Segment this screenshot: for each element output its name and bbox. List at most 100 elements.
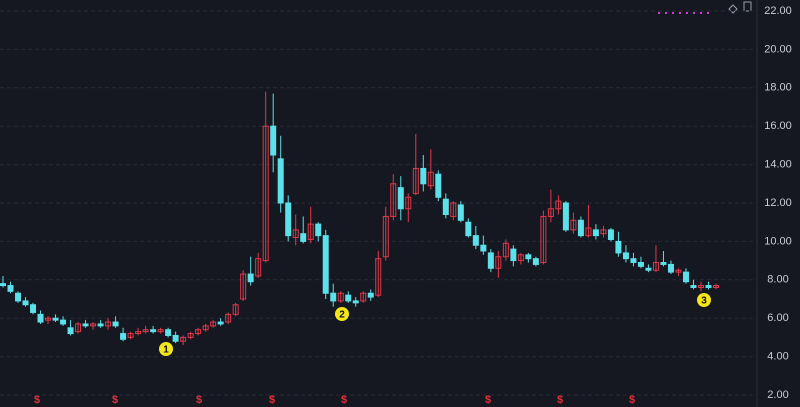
- candle-body: [322, 235, 329, 294]
- annotation-bubble[interactable]: [159, 342, 173, 356]
- y-tick-label: 18.00: [764, 82, 792, 94]
- y-tick-label: 10.00: [764, 235, 792, 247]
- candle-body: [37, 313, 44, 323]
- candle-body: [52, 317, 59, 321]
- candle-body: [217, 321, 224, 325]
- candle-body: [300, 233, 307, 242]
- candle-body: [187, 333, 194, 338]
- candle-body: [645, 267, 652, 271]
- y-tick-label: 20.00: [764, 43, 792, 55]
- event-marker: $: [196, 394, 202, 406]
- annotation-bubble[interactable]: [335, 307, 349, 321]
- annotations: 1 2 3: [159, 293, 711, 356]
- candle-body: [165, 329, 172, 336]
- candle-body: [7, 285, 14, 292]
- event-marker: $: [112, 394, 118, 406]
- candle-body: [75, 323, 82, 333]
- candle-body: [450, 202, 457, 217]
- candle-body: [315, 223, 322, 237]
- candle-body: [465, 221, 472, 237]
- annotation-label: 1: [163, 345, 169, 356]
- candle-body: [232, 304, 239, 315]
- candle-body: [405, 196, 412, 210]
- candle-body: [157, 329, 164, 333]
- candle-body: [615, 240, 622, 254]
- y-tick-label: 4.00: [767, 351, 788, 363]
- candle-body: [547, 208, 554, 217]
- event-marker: $: [485, 394, 491, 406]
- candle-body: [697, 285, 704, 288]
- candle-body: [337, 292, 344, 302]
- candle-body: [15, 292, 22, 302]
- candle-body: [210, 321, 217, 327]
- candle-body: [675, 269, 682, 273]
- candle-body: [277, 158, 284, 204]
- candle-body: [570, 219, 577, 231]
- candle-body: [120, 333, 127, 340]
- candle-body: [270, 125, 277, 156]
- panel-icon[interactable]: [743, 1, 752, 12]
- candle-body: [67, 327, 74, 335]
- candle-body: [420, 167, 427, 185]
- candle-body: [0, 283, 6, 287]
- event-markers: $ $ $ $ $ $ $ $: [34, 394, 635, 406]
- candle-body: [390, 183, 397, 217]
- candle-body: [592, 229, 599, 237]
- event-marker: $: [34, 394, 40, 406]
- candle-body: [435, 173, 442, 198]
- candle-body: [705, 285, 712, 288]
- candle-body: [97, 323, 104, 327]
- candle-body: [495, 256, 502, 269]
- candle-body: [292, 229, 299, 239]
- candle-body: [172, 334, 179, 342]
- event-marker: $: [629, 394, 635, 406]
- candles: [0, 91, 719, 346]
- candle-body: [607, 229, 614, 240]
- candle-body: [255, 258, 262, 277]
- y-tick-label: 22.00: [764, 5, 792, 17]
- candle-body: [600, 229, 607, 235]
- candle-body: [382, 215, 389, 258]
- candle-body: [510, 248, 517, 262]
- candle-body: [135, 331, 142, 335]
- candle-body: [397, 187, 404, 210]
- candle-body: [262, 125, 269, 262]
- candle-body: [457, 204, 464, 221]
- candle-body: [345, 294, 352, 302]
- candle-body: [45, 317, 52, 321]
- candle-body: [30, 304, 37, 313]
- y-tick-label: 14.00: [764, 159, 792, 171]
- candle-body: [682, 271, 689, 283]
- candle-body: [307, 223, 314, 240]
- diamond-icon[interactable]: [728, 4, 738, 14]
- candle-body: [105, 321, 112, 327]
- candle-body: [127, 333, 134, 338]
- candle-body: [202, 325, 209, 331]
- candle-body: [480, 244, 487, 252]
- candle-body: [150, 329, 157, 333]
- candle-body: [247, 273, 254, 283]
- annotation-label: 2: [339, 310, 345, 321]
- candle-body: [112, 321, 119, 327]
- candle-body: [427, 171, 434, 187]
- annotation-bubble[interactable]: [697, 293, 711, 307]
- candle-body: [487, 252, 494, 269]
- y-tick-label: 2.00: [767, 389, 788, 401]
- candle-body: [502, 242, 509, 258]
- y-tick-label: 6.00: [767, 312, 788, 324]
- candle-body: [517, 254, 524, 262]
- candle-body: [375, 258, 382, 296]
- candle-body: [622, 252, 629, 260]
- y-tick-label: 16.00: [764, 120, 792, 132]
- candle-body: [90, 323, 97, 327]
- candle-body: [60, 319, 67, 325]
- candle-body: [637, 262, 644, 267]
- candle-body: [360, 292, 367, 302]
- event-marker: $: [269, 394, 275, 406]
- candle-body: [285, 202, 292, 237]
- candle-body: [577, 219, 584, 237]
- candle-body: [660, 262, 667, 265]
- y-tick-label: 12.00: [764, 197, 792, 209]
- candle-body: [667, 263, 674, 273]
- event-marker: $: [557, 394, 563, 406]
